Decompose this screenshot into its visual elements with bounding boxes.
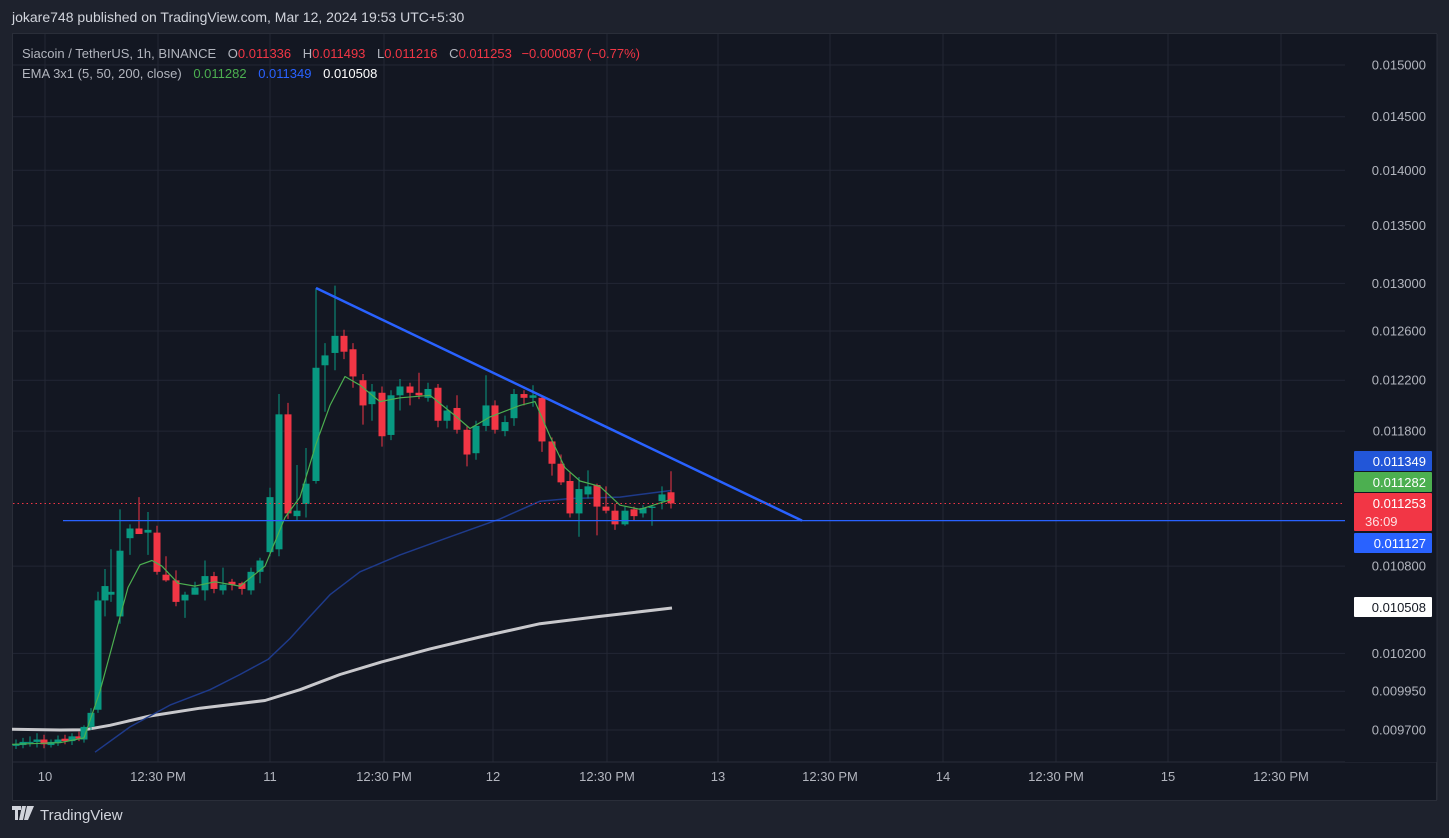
grid-lines (13, 34, 1437, 763)
svg-text:0.014500: 0.014500 (1372, 109, 1426, 124)
symbol-title[interactable]: Siacoin / TetherUS, 1h, BINANCE (22, 46, 217, 61)
svg-text:0.012600: 0.012600 (1372, 323, 1426, 338)
svg-text:13: 13 (711, 769, 725, 784)
svg-text:0.011349: 0.011349 (1373, 454, 1426, 469)
open-label: O (227, 46, 238, 61)
ema5-value: 0.011282 (193, 66, 247, 81)
drawings[interactable] (13, 286, 1345, 522)
time-axis[interactable]: 10 12:30 PM 11 12:30 PM 12 12:30 PM 13 12:30 PM… (38, 769, 1309, 784)
open-value: 0.011336 (237, 46, 292, 61)
chart-legend: Siacoin / TetherUS, 1h, BINANCE O0.01133… (22, 44, 640, 84)
candlesticks (12, 285, 675, 750)
ema200-value: 0.010508 (323, 66, 378, 81)
svg-text:0.010200: 0.010200 (1372, 646, 1426, 661)
svg-text:12:30 PM: 12:30 PM (1253, 769, 1309, 784)
ohlc-row: Siacoin / TetherUS, 1h, BINANCE O0.01133… (22, 44, 640, 64)
svg-text:12:30 PM: 12:30 PM (802, 769, 858, 784)
ema50-value: 0.011349 (258, 66, 312, 81)
svg-text:0.009950: 0.009950 (1372, 684, 1426, 699)
low-value: 0.011216 (384, 46, 438, 61)
svg-text:0.013000: 0.013000 (1372, 276, 1426, 291)
svg-text:0.011800: 0.011800 (1373, 424, 1426, 439)
ema5-line (11, 375, 672, 745)
svg-text:0.010508: 0.010508 (1372, 600, 1426, 615)
published-caption: jokare748 published on TradingView.com, … (12, 9, 465, 25)
low-label: L (377, 46, 385, 61)
svg-text:0.014000: 0.014000 (1372, 163, 1426, 178)
brand-name[interactable]: TradingView (40, 806, 123, 824)
svg-text:12:30 PM: 12:30 PM (356, 769, 412, 784)
change-value: −0.000087 (−0.77%) (521, 46, 640, 61)
svg-text:36:09: 36:09 (1365, 514, 1398, 529)
svg-text:12:30 PM: 12:30 PM (1028, 769, 1084, 784)
svg-text:0.013500: 0.013500 (1372, 218, 1426, 233)
tradingview-logo-icon (12, 806, 34, 824)
svg-text:10: 10 (38, 769, 52, 784)
price-axis[interactable]: 0.015000 0.014500 0.014000 0.013500 0.013000… (1345, 34, 1438, 800)
svg-text:0.015000: 0.015000 (1372, 58, 1426, 73)
svg-text:12:30 PM: 12:30 PM (130, 769, 186, 784)
svg-text:12: 12 (486, 769, 500, 784)
close-value: 0.011253 (458, 46, 512, 61)
svg-text:0.011253: 0.011253 (1373, 496, 1426, 511)
ema50-line (94, 489, 672, 753)
svg-text:12:30 PM: 12:30 PM (579, 769, 635, 784)
close-label: C (449, 46, 459, 61)
high-value: 0.011493 (312, 46, 366, 61)
ema200-line (11, 606, 673, 732)
svg-text:0.011127: 0.011127 (1374, 536, 1426, 551)
svg-text:14: 14 (936, 769, 950, 784)
high-label: H (302, 46, 313, 61)
svg-text:15: 15 (1161, 769, 1175, 784)
svg-text:0.010800: 0.010800 (1372, 559, 1426, 574)
ema-indicator-title[interactable]: EMA 3x1 (5, 50, 200, close) (22, 66, 182, 81)
footer: TradingView (12, 806, 123, 824)
svg-text:0.009700: 0.009700 (1372, 723, 1426, 738)
ema-row: EMA 3x1 (5, 50, 200, close) 0.011282 0.0… (22, 64, 640, 84)
svg-text:0.011282: 0.011282 (1373, 475, 1426, 490)
svg-text:0.012200: 0.012200 (1372, 373, 1426, 388)
svg-text:11: 11 (263, 769, 277, 784)
